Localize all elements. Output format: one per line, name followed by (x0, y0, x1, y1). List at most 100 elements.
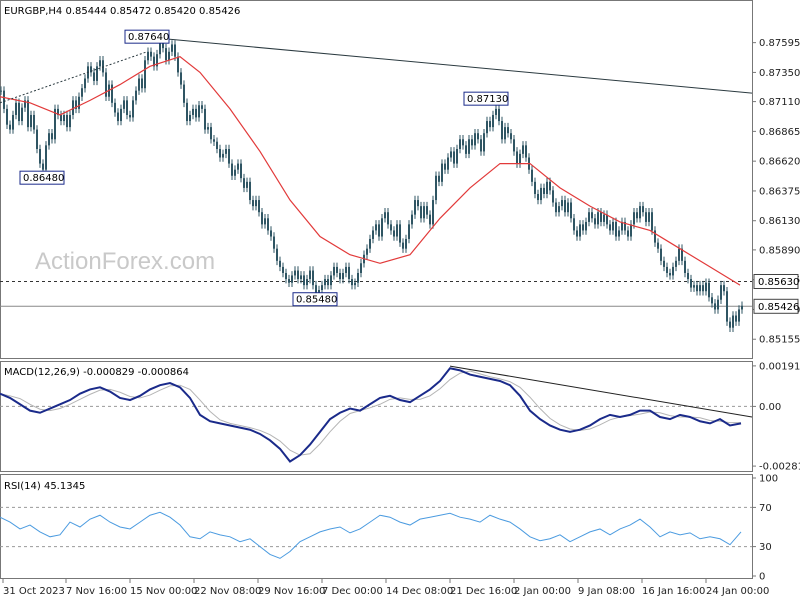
candle-body (537, 193, 539, 201)
candle-body (516, 151, 518, 164)
candle-body (630, 224, 632, 237)
candle-body (564, 200, 566, 213)
candle-body (558, 206, 560, 213)
candle-body (135, 90, 137, 101)
candle-body (144, 60, 146, 89)
candle-body (219, 149, 221, 158)
candle-body (711, 297, 713, 304)
candle-body (303, 275, 305, 286)
candle-body (672, 266, 674, 276)
candle-body (18, 102, 20, 122)
candle-body (237, 163, 239, 170)
candle-body (561, 200, 563, 207)
candle-body (300, 275, 302, 280)
candle-body (648, 212, 650, 222)
candle-body (105, 72, 107, 97)
macd-trendline (449, 365, 753, 418)
candle-body (642, 206, 644, 213)
candle-body (375, 224, 377, 231)
candle-body (594, 218, 596, 225)
candle-body (714, 303, 716, 310)
candle-body (525, 145, 527, 158)
macd-signal-line (0, 370, 741, 456)
candle-body (42, 163, 44, 170)
candle-body (417, 200, 419, 207)
candle-body (432, 200, 434, 225)
candle-body (423, 206, 425, 219)
candle-body (339, 272, 341, 280)
candle-body (426, 206, 428, 215)
candle-body (126, 100, 128, 115)
candle-body (480, 139, 482, 152)
candle-body (336, 266, 338, 273)
y-tick-label: 0.001911 (759, 361, 800, 372)
y-tick-label: -0.002816 (759, 462, 800, 473)
candle-body (153, 56, 155, 67)
candle-body (60, 114, 62, 122)
x-tick-label: 29 Nov 16:00 (258, 586, 325, 597)
candle-body (6, 108, 8, 125)
candle-body (654, 230, 656, 243)
candle-body (675, 260, 677, 267)
candle-body (114, 102, 116, 113)
candle-body (78, 96, 80, 109)
candle-body (264, 218, 266, 225)
candle-body (444, 163, 446, 170)
candle-body (597, 212, 599, 225)
price-annotation-box (124, 29, 170, 44)
candle-body (366, 248, 368, 255)
candle-body (570, 202, 572, 219)
candle-body (180, 72, 182, 85)
candle-body (522, 145, 524, 154)
price-annotation-box (463, 91, 509, 106)
candle-body (474, 133, 476, 146)
candle-body (381, 218, 383, 237)
y-tick-label: 0.87110 (759, 97, 800, 108)
candle-body (549, 181, 551, 191)
y-tick-label: 30 (759, 542, 772, 553)
candle-body (606, 214, 608, 225)
candle-body (246, 181, 248, 188)
candle-body (177, 56, 179, 73)
candle-body (483, 133, 485, 152)
candle-body (0, 90, 2, 92)
y-tick-label: 0.87350 (759, 68, 800, 79)
candle-body (405, 238, 407, 249)
candle-body (441, 163, 443, 182)
candle-body (486, 121, 488, 134)
y-tick-label: 0.86375 (759, 186, 800, 197)
candle-body (498, 108, 500, 122)
candle-body (147, 51, 149, 61)
y-tick-label: 100 (759, 474, 778, 485)
candle-body (258, 200, 260, 213)
candle-body (66, 114, 68, 128)
candle-body (216, 141, 218, 150)
candle-body (645, 212, 647, 222)
candle-body (465, 145, 467, 154)
macd-panel-frame (0, 361, 753, 472)
candle-body (507, 127, 509, 134)
candle-body (357, 272, 359, 283)
candle-body (270, 230, 272, 237)
candle-body (660, 248, 662, 261)
candle-body (603, 214, 605, 222)
candle-body (183, 84, 185, 103)
candle-body (282, 266, 284, 273)
candle-body (678, 248, 680, 261)
y-tick-label: 70 (759, 503, 772, 514)
candle-body (378, 224, 380, 237)
candle-body (690, 279, 692, 288)
candle-body (735, 315, 737, 322)
candle-body (315, 285, 317, 295)
candle-body (453, 151, 455, 164)
candle-body (234, 169, 236, 176)
candle-body (501, 121, 503, 140)
candle-body (615, 221, 617, 237)
price-annotation-box (292, 292, 338, 307)
candle-body (90, 66, 92, 73)
candle-body (504, 127, 506, 140)
candle-body (294, 270, 296, 276)
trendline (0, 51, 148, 104)
right-price-box (753, 298, 799, 314)
